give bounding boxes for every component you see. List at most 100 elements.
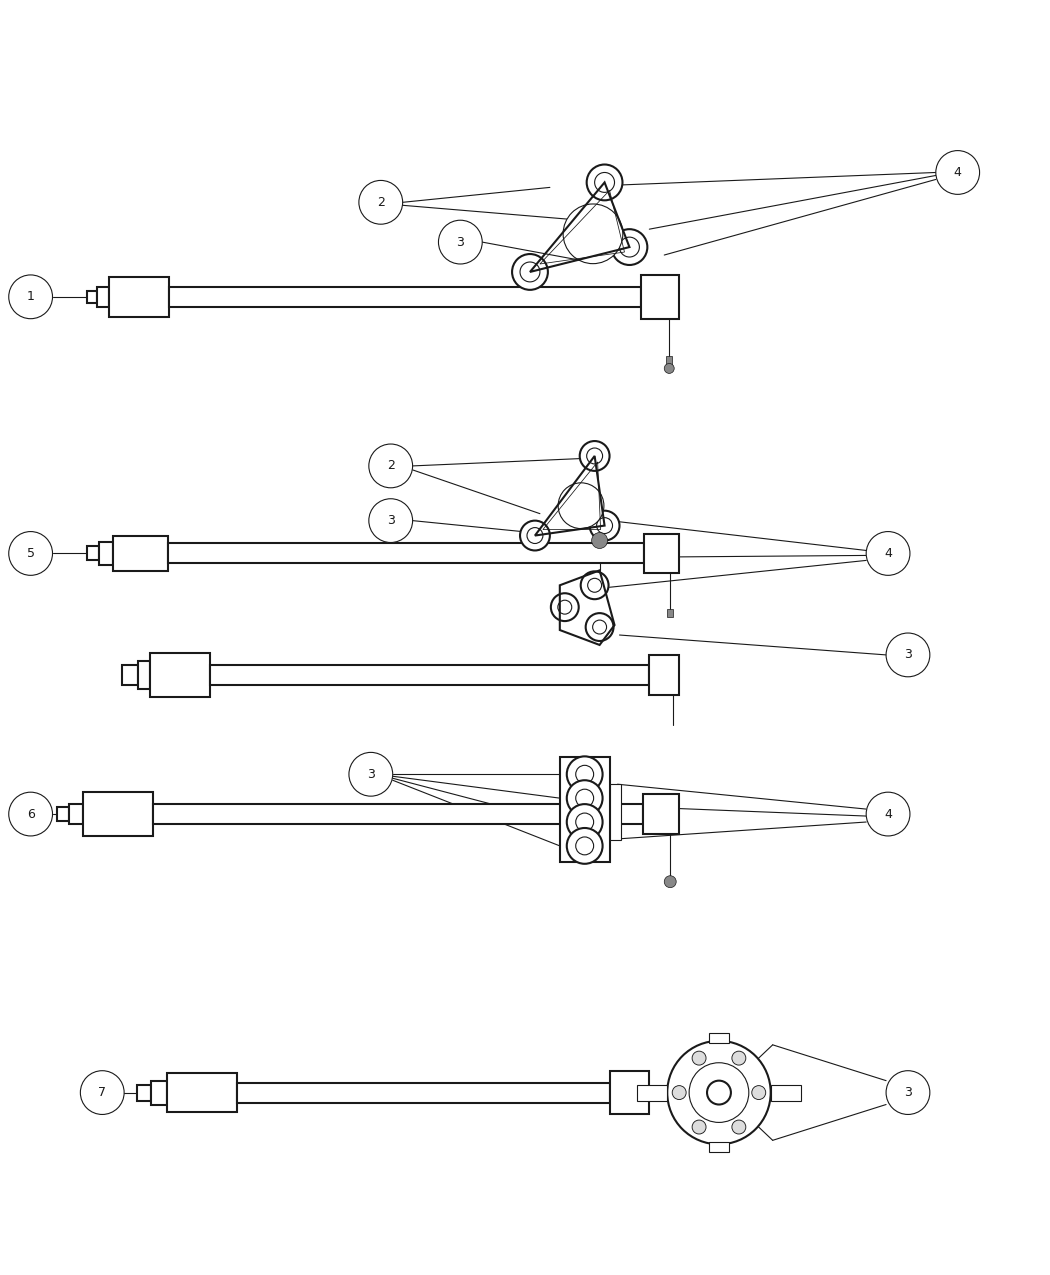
Circle shape (866, 792, 910, 836)
Bar (151, 1081, 167, 1104)
Text: 3: 3 (457, 236, 464, 249)
Circle shape (8, 275, 52, 319)
Text: 3: 3 (904, 649, 911, 662)
Bar (122, 664, 138, 685)
Circle shape (692, 1119, 706, 1133)
Circle shape (594, 172, 614, 193)
Bar (649, 655, 679, 695)
Circle shape (369, 499, 413, 542)
Bar (153, 805, 644, 824)
Text: 4: 4 (884, 547, 892, 560)
Circle shape (586, 613, 613, 641)
Circle shape (520, 520, 550, 551)
Text: 3: 3 (366, 768, 375, 780)
Circle shape (611, 230, 648, 265)
Bar (644, 794, 679, 834)
Circle shape (558, 601, 572, 615)
Circle shape (667, 1040, 771, 1144)
Circle shape (692, 1051, 706, 1065)
Circle shape (563, 204, 623, 264)
Circle shape (732, 1051, 745, 1065)
Bar (113, 536, 168, 571)
Circle shape (672, 1085, 686, 1099)
Circle shape (567, 805, 603, 840)
Circle shape (8, 532, 52, 575)
Circle shape (665, 876, 676, 887)
Bar (87, 291, 98, 302)
Bar (637, 1085, 667, 1100)
Text: 3: 3 (904, 1086, 911, 1099)
Bar (610, 1071, 649, 1114)
Circle shape (575, 836, 593, 854)
Bar (709, 1033, 729, 1043)
Bar (560, 757, 610, 862)
Circle shape (587, 448, 603, 464)
Circle shape (592, 620, 607, 634)
Bar (69, 805, 83, 824)
Text: 5: 5 (26, 547, 35, 560)
Circle shape (349, 752, 393, 796)
Circle shape (551, 593, 579, 621)
Circle shape (512, 254, 548, 289)
Text: 4: 4 (953, 166, 962, 178)
Bar (210, 664, 649, 685)
Text: 3: 3 (386, 514, 395, 527)
Circle shape (581, 571, 609, 599)
Circle shape (620, 237, 639, 258)
Circle shape (591, 533, 608, 548)
Text: 7: 7 (99, 1086, 106, 1099)
Bar (109, 277, 169, 316)
Circle shape (567, 827, 603, 863)
Circle shape (520, 261, 540, 282)
Circle shape (359, 181, 402, 224)
Circle shape (732, 1119, 745, 1133)
Bar (138, 1085, 151, 1100)
Circle shape (580, 441, 610, 470)
Bar (642, 275, 679, 319)
Circle shape (590, 511, 619, 541)
Circle shape (886, 1071, 930, 1114)
Circle shape (559, 483, 604, 529)
Bar (138, 660, 150, 689)
Circle shape (707, 1081, 731, 1104)
Bar (98, 287, 109, 307)
Bar (83, 792, 153, 836)
Circle shape (587, 164, 623, 200)
Circle shape (369, 444, 413, 488)
Bar (150, 653, 210, 696)
Circle shape (575, 813, 593, 831)
Circle shape (575, 765, 593, 783)
Bar (645, 533, 679, 574)
Bar (58, 807, 69, 821)
Circle shape (81, 1071, 124, 1114)
Circle shape (8, 792, 52, 836)
Bar (87, 547, 100, 561)
Bar (236, 1082, 610, 1103)
Circle shape (866, 532, 910, 575)
Circle shape (567, 780, 603, 816)
Text: 2: 2 (377, 196, 384, 209)
Bar (610, 784, 622, 840)
Bar (167, 1072, 236, 1113)
Bar (709, 1142, 729, 1153)
Circle shape (886, 632, 930, 677)
Text: 4: 4 (884, 807, 892, 821)
Circle shape (588, 579, 602, 593)
Bar (168, 543, 645, 564)
Circle shape (439, 221, 482, 264)
Bar (169, 287, 642, 307)
Bar (667, 609, 673, 617)
Text: 2: 2 (386, 459, 395, 473)
Circle shape (689, 1063, 749, 1122)
Circle shape (527, 528, 543, 543)
Bar (771, 1085, 800, 1100)
Circle shape (567, 756, 603, 792)
Text: 6: 6 (26, 807, 35, 821)
Text: 1: 1 (26, 291, 35, 303)
Circle shape (936, 150, 980, 194)
Circle shape (596, 518, 612, 533)
Circle shape (752, 1085, 765, 1099)
Bar (667, 357, 672, 366)
Bar (100, 542, 113, 565)
Circle shape (575, 789, 593, 807)
